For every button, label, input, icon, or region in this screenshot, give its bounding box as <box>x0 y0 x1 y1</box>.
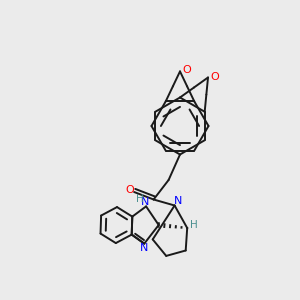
Text: O: O <box>210 72 219 82</box>
Text: N: N <box>141 197 150 207</box>
Text: N: N <box>174 196 183 206</box>
Text: N: N <box>140 243 148 253</box>
Text: O: O <box>182 65 191 75</box>
Text: H: H <box>190 220 198 230</box>
Text: O: O <box>126 185 135 195</box>
Text: H: H <box>136 194 144 204</box>
